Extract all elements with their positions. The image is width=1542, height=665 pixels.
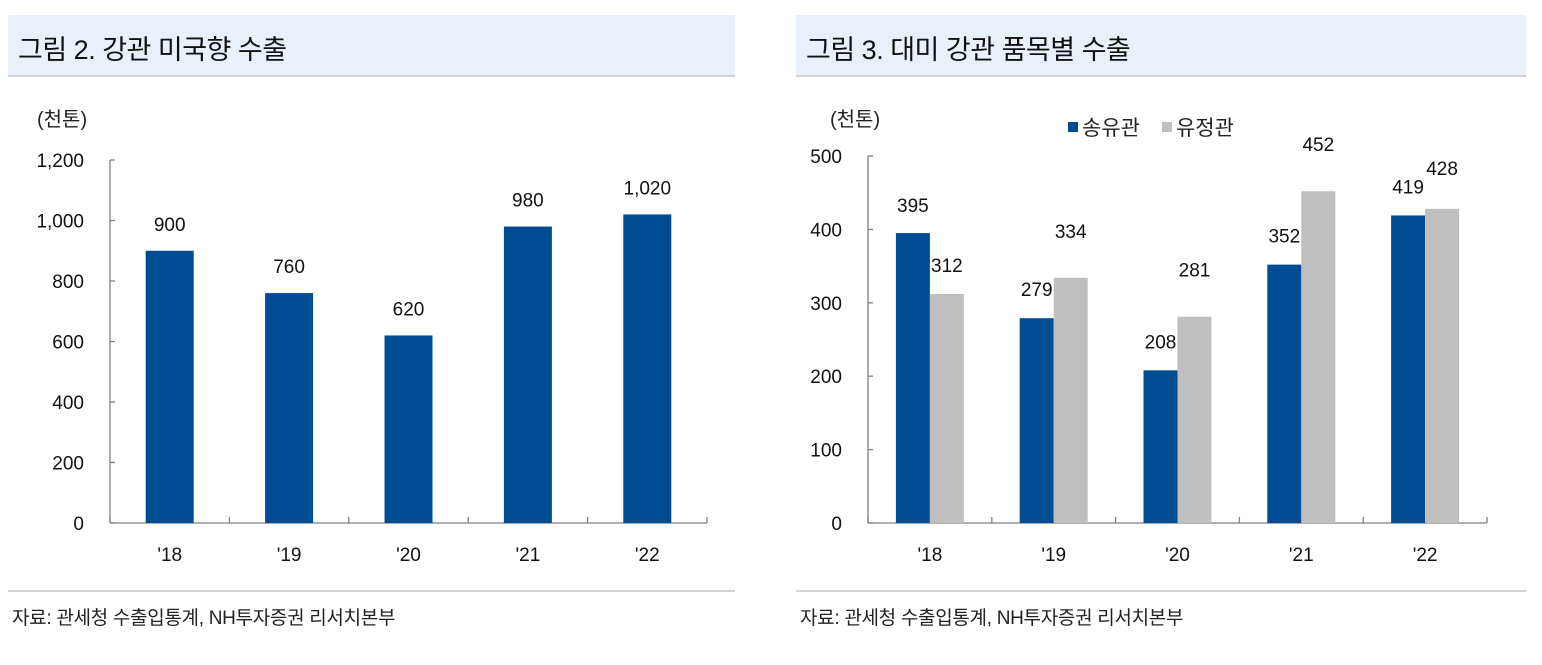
y-tick-label: 100	[810, 441, 842, 462]
legend-swatch-blue-icon	[1068, 122, 1078, 132]
y-tick-label: 400	[810, 220, 842, 241]
legend-item-octg: 유정관	[1161, 112, 1234, 142]
x-tick-label: '21	[1289, 545, 1314, 566]
left-source-note: 자료: 관세청 수출입통계, NH투자증권 리서치본부	[12, 608, 396, 629]
bar-value-label: 419	[1392, 177, 1424, 198]
bar-value-label: 980	[512, 191, 544, 212]
bar-octg	[1301, 191, 1336, 523]
y-tick-label: 600	[52, 333, 84, 354]
bar-octg	[1053, 277, 1088, 523]
bar	[623, 214, 672, 523]
bar-pipeline	[1267, 264, 1302, 523]
bar-value-label: 281	[1179, 261, 1211, 282]
y-tick-label: 200	[810, 367, 842, 388]
y-tick-label: 200	[52, 454, 84, 475]
right-grouped-bar-chart: 0 100 200 300 400 500 '18 395 312 '19 279 334 '20 208…	[810, 135, 1488, 566]
bar	[384, 335, 433, 523]
left-figure-panel: 그림 2. 강관 미국향 수출 (천톤) 0 200 400 600 800 1,000 1…	[0, 0, 740, 665]
left-figure-title: 그림 2. 강관 미국향 수출	[18, 35, 287, 65]
bar-value-label: 395	[897, 196, 929, 217]
legend-label-pipeline: 송유관	[1082, 117, 1140, 140]
x-tick-label: '19	[277, 545, 302, 566]
y-tick-label: 800	[52, 272, 84, 293]
bar-octg	[1425, 208, 1460, 523]
bar-pipeline	[1019, 318, 1054, 523]
right-figure-title-bar: 그림 3. 대미 강관 품목별 수출	[796, 15, 1526, 77]
bar-value-label: 760	[273, 257, 305, 278]
x-tick-label: '22	[635, 545, 660, 566]
x-tick-label: '20	[1165, 545, 1190, 566]
x-tick-label: '21	[516, 545, 541, 566]
x-tick-label: '20	[396, 545, 421, 566]
x-tick-label: '18	[157, 545, 182, 566]
bar	[265, 293, 314, 523]
y-tick-label: 400	[52, 393, 84, 414]
bar-pipeline	[1391, 215, 1426, 524]
right-y-unit-label: (천톤)	[830, 109, 881, 131]
y-tick-label: 1,000	[36, 212, 84, 233]
bar-octg	[929, 293, 964, 523]
legend-swatch-gray-icon	[1161, 122, 1172, 132]
bar-value-label: 620	[393, 299, 425, 320]
bar-value-label: 208	[1145, 332, 1177, 353]
x-tick-label: '19	[1041, 545, 1066, 566]
right-chart-legend: 송유관 유정관	[1068, 112, 1256, 142]
left-figure-title-bar: 그림 2. 강관 미국향 수출	[8, 15, 735, 77]
bar-value-label: 1,020	[624, 178, 672, 199]
bar	[503, 226, 552, 524]
x-tick-label: '22	[1413, 545, 1438, 566]
right-figure-panel: 그림 3. 대미 강관 품목별 수출 (천톤) 송유관 유정관 0 100 200 3…	[780, 0, 1542, 665]
bar-value-label: 900	[154, 215, 186, 236]
bar-value-label: 428	[1426, 159, 1458, 180]
y-tick-label: 0	[73, 514, 84, 535]
bar	[145, 250, 194, 523]
y-tick-label: 1,200	[36, 151, 84, 172]
y-tick-label: 0	[831, 514, 842, 535]
right-source-note: 자료: 관세청 수출입통계, NH투자증권 리서치본부	[800, 608, 1184, 629]
right-figure-title: 그림 3. 대미 강관 품목별 수출	[806, 35, 1131, 65]
bar-pipeline	[895, 233, 930, 523]
bar-value-label: 452	[1302, 135, 1334, 156]
bar-value-label: 312	[931, 256, 963, 277]
bar-value-label: 334	[1055, 222, 1087, 243]
bar-octg	[1177, 316, 1212, 523]
bar-value-label: 279	[1021, 280, 1053, 301]
legend-label-octg: 유정관	[1175, 117, 1234, 140]
left-bar-chart: 0 200 400 600 800 1,000 1,200 '18 900 '19 760 '20 62…	[36, 151, 708, 566]
bar-pipeline	[1143, 370, 1178, 523]
right-footer-divider	[796, 590, 1526, 592]
y-tick-label: 500	[810, 147, 842, 168]
left-footer-divider	[8, 590, 735, 592]
legend-item-pipeline: 송유관	[1068, 112, 1140, 142]
y-tick-label: 300	[810, 294, 842, 315]
left-y-unit-label: (천톤)	[37, 109, 88, 131]
x-tick-label: '18	[918, 545, 943, 566]
bar-value-label: 352	[1268, 227, 1300, 248]
